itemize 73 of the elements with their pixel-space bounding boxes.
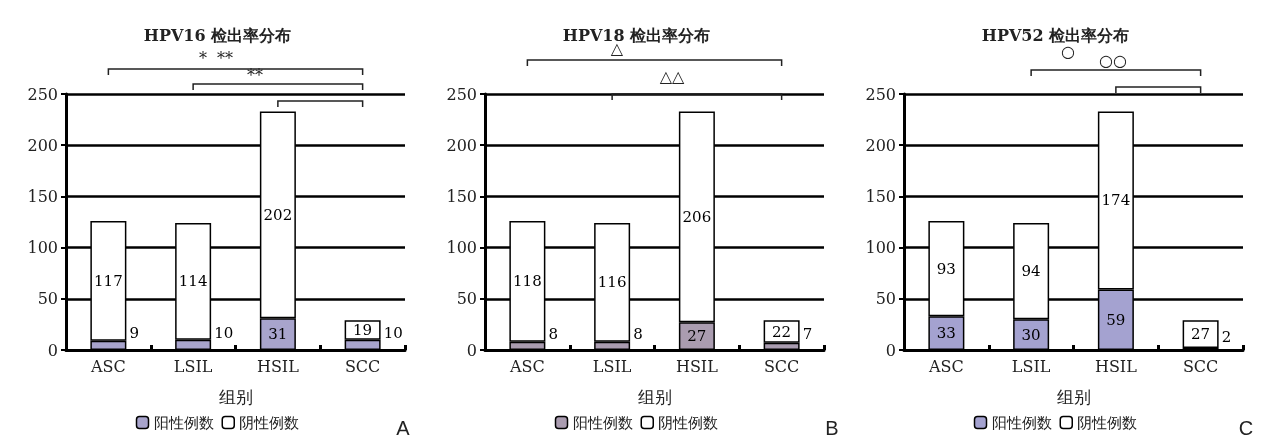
legend-label: 阳性例数 [153, 413, 214, 432]
y-tick-label: 150 [27, 186, 58, 206]
legend-label: 阴性例数 [658, 413, 719, 432]
x-tick-label: ASC [508, 356, 545, 376]
data-label: 94 [1021, 262, 1041, 281]
bar [1182, 320, 1219, 348]
y-tick-label: 50 [875, 289, 896, 309]
data-label: 93 [936, 259, 956, 278]
y-tick-label: 200 [27, 135, 58, 155]
y-tick-label: 100 [27, 238, 58, 258]
x-tick-label: HSIL [1094, 356, 1138, 376]
chart-title: HPV52 检出率分布 [981, 25, 1130, 45]
x-tick-label: HSIL [675, 356, 719, 376]
data-label: 19 [353, 321, 373, 340]
data-label: 114 [178, 272, 208, 291]
data-label: 59 [1106, 310, 1126, 329]
legend-label: 阳性例数 [991, 413, 1052, 432]
x-tick-label: SCC [763, 356, 800, 376]
x-tick-label: SCC [1182, 356, 1219, 376]
data-label: 10 [214, 323, 234, 342]
x-tick-label: SCC [344, 356, 381, 376]
y-tick-label: 0 [885, 340, 896, 360]
data-label: 174 [1101, 191, 1131, 210]
text: ○○ [1099, 50, 1127, 70]
text: C [1238, 417, 1254, 439]
x-tick-label: LSIL [1011, 356, 1051, 376]
y-tick-label: 250 [865, 84, 896, 104]
text: A [396, 417, 411, 439]
data-label: 27 [1191, 325, 1211, 344]
y-tick-label: 0 [47, 340, 58, 360]
x-tick-label: HSIL [256, 356, 300, 376]
data-label: 2 [1221, 327, 1232, 346]
x-tick-label: ASC [89, 356, 126, 376]
data-label: 30 [1021, 325, 1041, 344]
data-label: 202 [263, 205, 293, 224]
y-tick-label: 50 [456, 289, 477, 309]
x-tick-label: LSIL [173, 356, 213, 376]
y-tick-label: 150 [446, 186, 477, 206]
text: * ** [198, 48, 234, 68]
data-label: 22 [772, 322, 792, 341]
y-tick-label: 100 [446, 238, 477, 258]
y-tick-label: 0 [466, 340, 477, 360]
data-label: 27 [687, 327, 707, 346]
legend-label: 阳性例数 [572, 413, 633, 432]
text: △△ [659, 66, 685, 86]
y-tick-label: 250 [27, 84, 58, 104]
data-label: 118 [513, 272, 542, 291]
y-tick-label: 200 [446, 135, 477, 155]
data-label: 8 [633, 324, 643, 343]
data-label: 31 [268, 325, 288, 344]
x-tick-label: LSIL [592, 356, 632, 376]
x-tick-label: ASC [927, 356, 964, 376]
data-label: 10 [383, 323, 403, 342]
y-tick-label: 150 [865, 186, 896, 206]
data-label: 206 [682, 207, 712, 226]
text: ** [247, 65, 263, 85]
y-tick-label: 50 [37, 289, 58, 309]
legend-label: 阴性例数 [239, 413, 300, 432]
y-tick-label: 100 [865, 238, 896, 258]
data-label: 8 [548, 324, 558, 343]
data-label: 33 [936, 324, 956, 343]
x-axis-title: 组别 [637, 386, 672, 407]
y-tick-label: 250 [446, 84, 477, 104]
x-axis-title: 组别 [218, 386, 253, 407]
data-label: 117 [94, 271, 123, 290]
data-label: 7 [802, 325, 813, 344]
y-tick-label: 200 [865, 135, 896, 155]
x-axis-title: 组别 [1056, 386, 1091, 407]
data-label: 116 [597, 273, 627, 292]
chart-title: HPV16 检出率分布 [143, 25, 292, 45]
text: B [825, 417, 839, 439]
data-label: 9 [129, 324, 139, 343]
legend-label: 阴性例数 [1077, 413, 1138, 432]
